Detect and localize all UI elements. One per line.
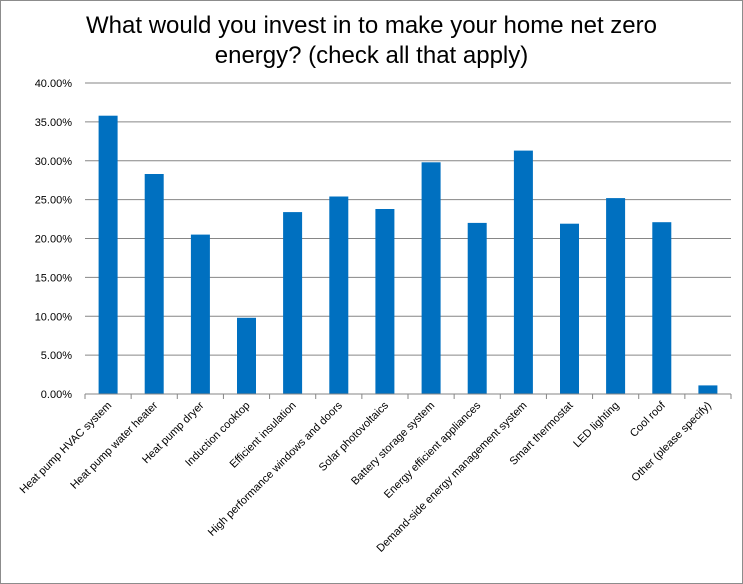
x-tick-label: Cool roof — [628, 399, 669, 440]
bar — [652, 222, 672, 394]
bar — [144, 174, 164, 394]
chart-title: What would you invest in to make your ho… — [1, 11, 742, 71]
gridlines — [85, 82, 731, 356]
y-tick-label: 30.00% — [35, 156, 73, 168]
bars — [98, 115, 718, 394]
y-axis-tick-labels: 0.00% 5.00% 10.00% 15.00% 20.00% 25.00% 30.00%… — [35, 78, 73, 401]
bar — [467, 222, 487, 394]
bar — [560, 223, 579, 394]
x-tick-label: LED lighting — [571, 400, 621, 450]
y-tick-label: 5.00% — [41, 350, 72, 362]
bar — [329, 196, 349, 394]
y-tick-label: 25.00% — [35, 195, 73, 207]
chart-title-line-1: What would you invest in to make your ho… — [86, 12, 657, 39]
bar — [375, 209, 395, 394]
x-axis — [84, 393, 732, 399]
x-tick-label: Heat pump HVAC system — [18, 400, 115, 497]
y-tick-label: 15.00% — [35, 272, 73, 284]
y-tick-label: 20.00% — [35, 234, 73, 246]
x-tick-label: Heat pump water heater — [68, 399, 160, 491]
bar — [606, 198, 626, 394]
x-tick-label: Other (please specify) — [629, 400, 714, 485]
bar — [98, 115, 118, 394]
bar — [421, 162, 441, 394]
bar — [283, 212, 303, 394]
x-tick-label: Energy efficient appliances — [382, 399, 484, 501]
y-tick-label: 0.00% — [41, 389, 72, 401]
y-tick-label: 40.00% — [35, 78, 73, 90]
bar — [190, 234, 210, 394]
y-tick-label: 35.00% — [35, 117, 73, 129]
bar — [698, 385, 718, 394]
bar — [513, 150, 533, 394]
bar — [237, 317, 256, 394]
x-tick-label: Battery storage system — [349, 400, 437, 488]
chart-title-line-2: energy? (check all that apply) — [214, 42, 529, 69]
y-tick-label: 10.00% — [35, 311, 73, 323]
